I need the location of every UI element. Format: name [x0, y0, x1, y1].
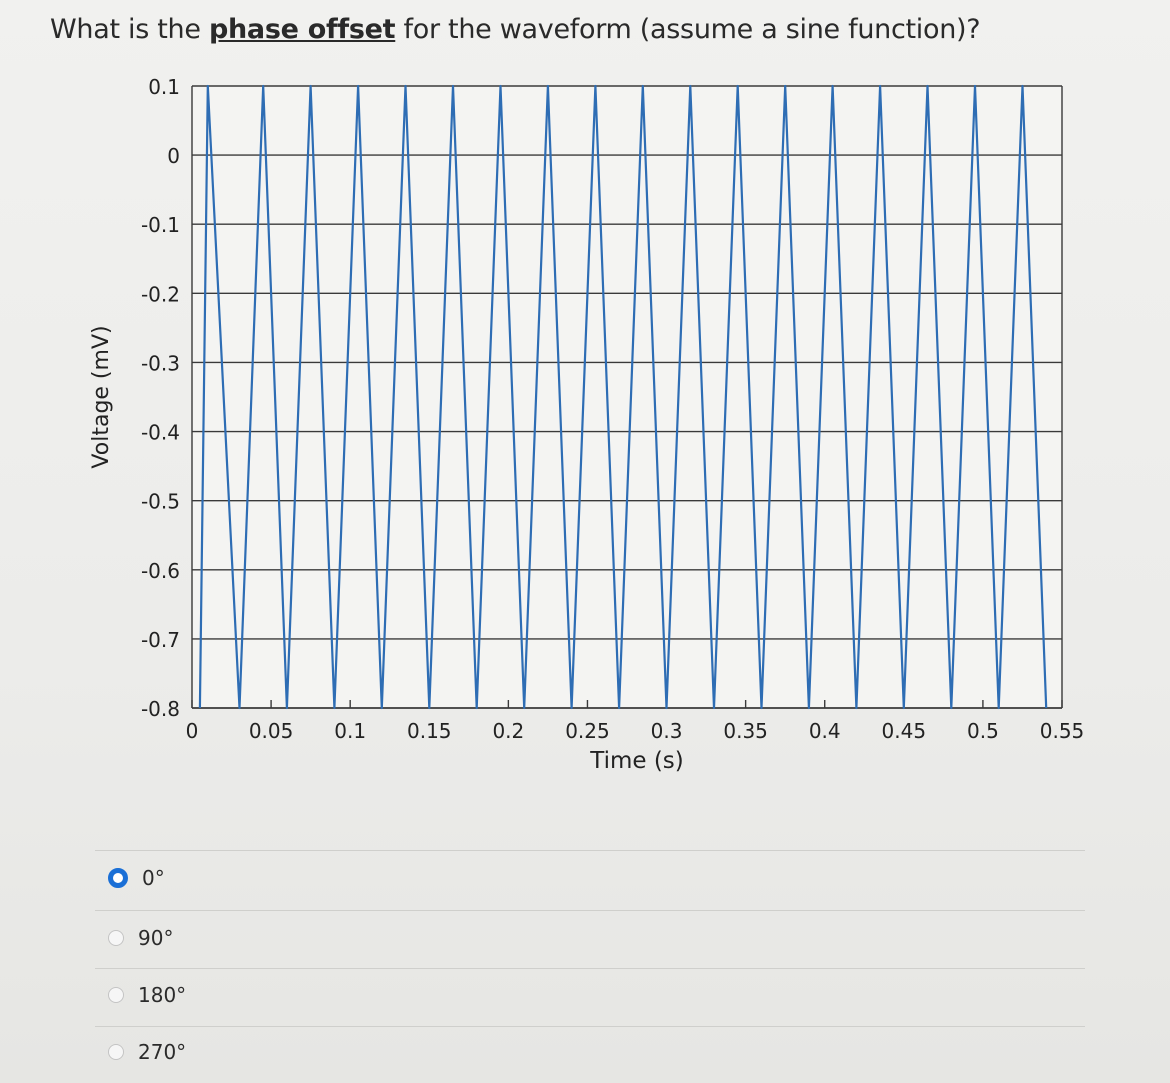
y-tick-label: -0.2	[141, 282, 180, 306]
x-tick-label: 0.4	[809, 719, 841, 743]
separator	[95, 910, 1085, 911]
x-tick-label: 0.2	[492, 719, 524, 743]
x-tick-label: 0	[186, 719, 199, 743]
y-tick-label: 0.1	[148, 75, 180, 99]
separator	[95, 850, 1085, 851]
y-tick-label: -0.7	[141, 628, 180, 652]
radio-button[interactable]	[108, 987, 124, 1003]
x-tick-label: 0.25	[565, 719, 610, 743]
x-tick-label: 0.5	[967, 719, 999, 743]
question-prefix: What is the	[50, 14, 209, 45]
radio-button-selected[interactable]	[108, 868, 128, 888]
option-label: 270°	[138, 1040, 187, 1064]
separator	[95, 1026, 1085, 1027]
x-tick-label: 0.05	[249, 719, 294, 743]
y-tick-label: -0.4	[141, 421, 180, 445]
question-text: What is the phase offset for the wavefor…	[50, 14, 981, 45]
x-tick-label: 0.15	[407, 719, 452, 743]
question-emphasis: phase offset	[208, 14, 396, 45]
option-180-degrees[interactable]: 180°	[108, 983, 186, 1007]
option-270-degrees[interactable]: 270°	[108, 1040, 186, 1064]
radio-button[interactable]	[108, 930, 124, 946]
y-tick-label: -0.8	[141, 697, 180, 721]
waveform-line	[198, 84, 1048, 710]
option-label: 90°	[138, 926, 174, 950]
option-label: 0°	[142, 866, 165, 890]
waveform-chart: 0.10-0.1-0.2-0.3-0.4-0.5-0.6-0.7-0.80 0.0…	[89, 75, 1085, 774]
x-tick-label: 0.55	[1040, 719, 1085, 743]
radio-button[interactable]	[108, 1044, 124, 1060]
y-tick-label: 0	[167, 144, 180, 168]
plot-area	[192, 86, 1062, 708]
y-tick-label: -0.6	[141, 559, 180, 583]
y-tick-label: -0.3	[141, 351, 180, 375]
option-0-degrees[interactable]: 0°	[108, 866, 165, 890]
option-label: 180°	[138, 983, 187, 1007]
y-tick-label: -0.1	[141, 213, 180, 237]
option-90-degrees[interactable]: 90°	[108, 926, 173, 950]
separator	[95, 968, 1085, 969]
x-tick-label: 0.3	[651, 719, 683, 743]
y-axis-label: Voltage (mV)	[89, 325, 114, 468]
question-suffix: for the waveform (assume a sine function…	[395, 14, 981, 45]
y-tick-label: -0.5	[141, 490, 180, 514]
x-axis-label: Time (s)	[589, 748, 684, 774]
x-tick-label: 0.35	[723, 719, 768, 743]
x-tick-label: 0.45	[882, 719, 927, 743]
x-tick-label: 0.1	[334, 719, 366, 743]
